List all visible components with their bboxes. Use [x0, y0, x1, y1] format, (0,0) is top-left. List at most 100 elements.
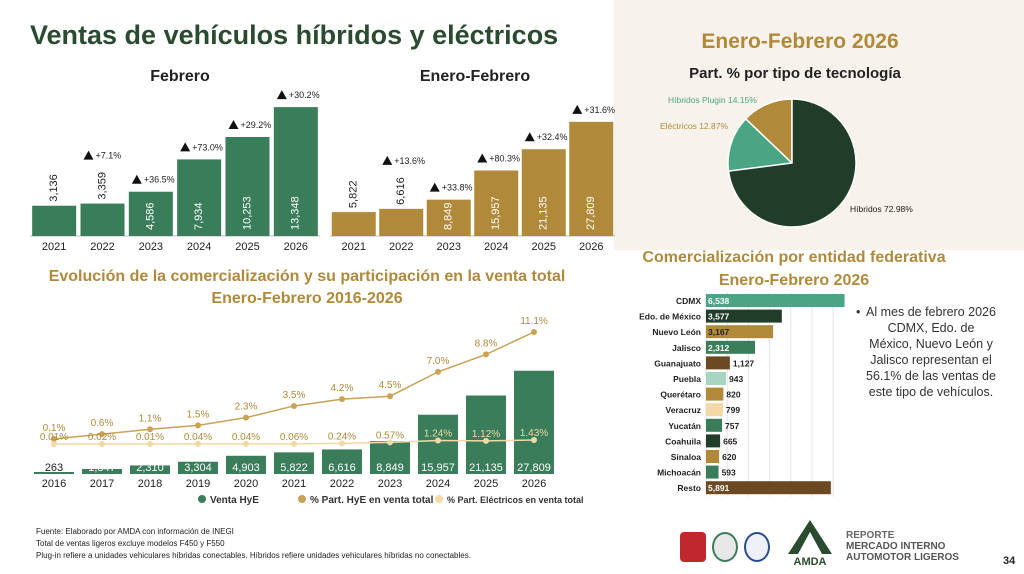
electric-share-label: 1.24% [424, 429, 452, 440]
growth-triangle-icon [477, 153, 488, 163]
bar [331, 212, 376, 236]
evolution-chart-title: Evolución de la comercialización y su pa… [0, 266, 614, 310]
electric-share-point [435, 437, 441, 444]
bar [322, 449, 362, 474]
pie-slice-label: Híbridos Plugin 14.15% [668, 95, 757, 105]
bar [80, 203, 125, 236]
amda-logo: AMDA [788, 520, 832, 568]
period-title: Enero-Febrero 2026 [701, 30, 899, 53]
evolution-title-line: Evolución de la comercialización y su pa… [48, 268, 566, 285]
x-tick-label: 2023 [139, 241, 163, 250]
pie-slice [727, 117, 794, 172]
bar [418, 414, 458, 474]
state-horizontal-bar-chart: CDMX 6,538 Edo. de México 3,577 Nuevo León 3,… [639, 292, 845, 497]
value-label: 15,957 [421, 462, 455, 474]
x-tick-label: 2026 [579, 241, 603, 250]
bar [706, 356, 730, 370]
state-subtitle-line: Enero-Febrero 2026 [718, 272, 870, 289]
value-label: 2,312 [708, 343, 730, 353]
growth-triangle-icon [131, 174, 142, 184]
electric-share-label: 0.02% [88, 432, 116, 443]
electric-share-point [339, 440, 345, 447]
value-label: 27,809 [517, 462, 551, 474]
value-label: 263 [45, 462, 63, 474]
value-label: 15,957 [490, 196, 502, 230]
evolution-combo-chart: 263 2016 1,347 2017 2,310 2018 3,304 2019 4,903 2… [34, 316, 584, 506]
value-label: 1,127 [733, 358, 755, 368]
hye-share-label: 11.1% [520, 316, 548, 327]
amda-logo-text: AMDA [794, 556, 827, 568]
growth-label: +36.5% [144, 175, 175, 185]
bar [514, 370, 554, 474]
bar [130, 465, 170, 474]
hye-share-label: 2.3% [235, 402, 258, 413]
value-label: 6,616 [395, 177, 407, 205]
electric-share-point [99, 440, 105, 447]
growth-triangle-icon [524, 132, 535, 142]
bar [706, 372, 726, 385]
value-label: 8,849 [443, 202, 455, 230]
legend-electric-share-label: % Part. Eléctricos en venta total [447, 495, 584, 505]
hye-share-label: 7.0% [427, 356, 450, 367]
growth-label: +32.4% [537, 132, 568, 142]
electric-share-label: 1.12% [472, 429, 500, 440]
growth-triangle-icon [429, 182, 440, 192]
electric-share-label: 0.06% [280, 432, 308, 443]
hye-share-point [243, 414, 249, 421]
growth-label: +30.2% [289, 90, 320, 100]
value-label: 13,348 [290, 196, 302, 230]
value-label: 593 [722, 468, 736, 478]
electric-share-label: 0.04% [232, 432, 260, 443]
growth-label: +7.1% [96, 151, 122, 161]
great-place-to-work-logo [680, 532, 706, 562]
value-label: 10,253 [241, 196, 253, 230]
bullet-dot: • [856, 305, 861, 319]
bar [706, 340, 756, 354]
growth-label: +80.3% [489, 153, 520, 163]
x-tick-label: 2018 [138, 478, 162, 490]
evolution-subtitle-line: Enero-Febrero 2016-2026 [211, 290, 403, 307]
hye-share-point [291, 402, 297, 409]
value-label: 820 [726, 390, 740, 400]
hye-share-point [483, 351, 489, 358]
hye-share-point [435, 368, 441, 375]
bar [706, 309, 782, 323]
hye-share-label: 8.8% [475, 338, 498, 349]
bar [569, 121, 614, 236]
value-label: 21,135 [469, 462, 503, 474]
category-label: Querétaro [660, 390, 701, 400]
hye-share-point [531, 329, 537, 335]
electric-share-point [291, 440, 297, 447]
growth-triangle-icon [83, 150, 94, 160]
category-label: Yucatán [668, 421, 701, 431]
x-tick-label: 2025 [532, 241, 556, 250]
value-label: 799 [726, 405, 740, 415]
hye-share-point [387, 393, 393, 400]
x-tick-label: 2017 [90, 478, 114, 490]
bar [32, 205, 77, 236]
x-tick-label: 2023 [378, 478, 402, 490]
x-tick-label: 2024 [484, 241, 508, 250]
footer-line: Fuente: Elaborado por AMDA con informaci… [36, 527, 234, 536]
value-label: 620 [722, 452, 736, 462]
report-line-2: MERCADO INTERNO [846, 541, 946, 552]
electric-share-point [387, 439, 393, 446]
bar [521, 149, 566, 236]
x-tick-label: 2021 [42, 241, 66, 250]
value-label: 2,310 [136, 462, 164, 474]
bar [466, 395, 506, 474]
growth-label: +33.8% [442, 183, 473, 193]
pie-slice-label: Eléctricos 12.87% [660, 121, 728, 131]
bar [274, 452, 314, 474]
growth-label: +13.6% [394, 156, 425, 166]
value-label: 7,934 [193, 202, 205, 230]
x-tick-label: 2022 [90, 241, 114, 250]
bar [34, 472, 74, 474]
legend-venta-hye-marker [198, 495, 206, 503]
bar [225, 137, 270, 236]
x-tick-label: 2021 [342, 241, 366, 250]
pie-slice [727, 98, 857, 228]
summary-note: • Al mes de febrero 2026 CDMX, Edo. de M… [856, 304, 996, 400]
x-tick-label: 2022 [389, 241, 413, 250]
hye-share-label: 1.5% [187, 409, 210, 420]
